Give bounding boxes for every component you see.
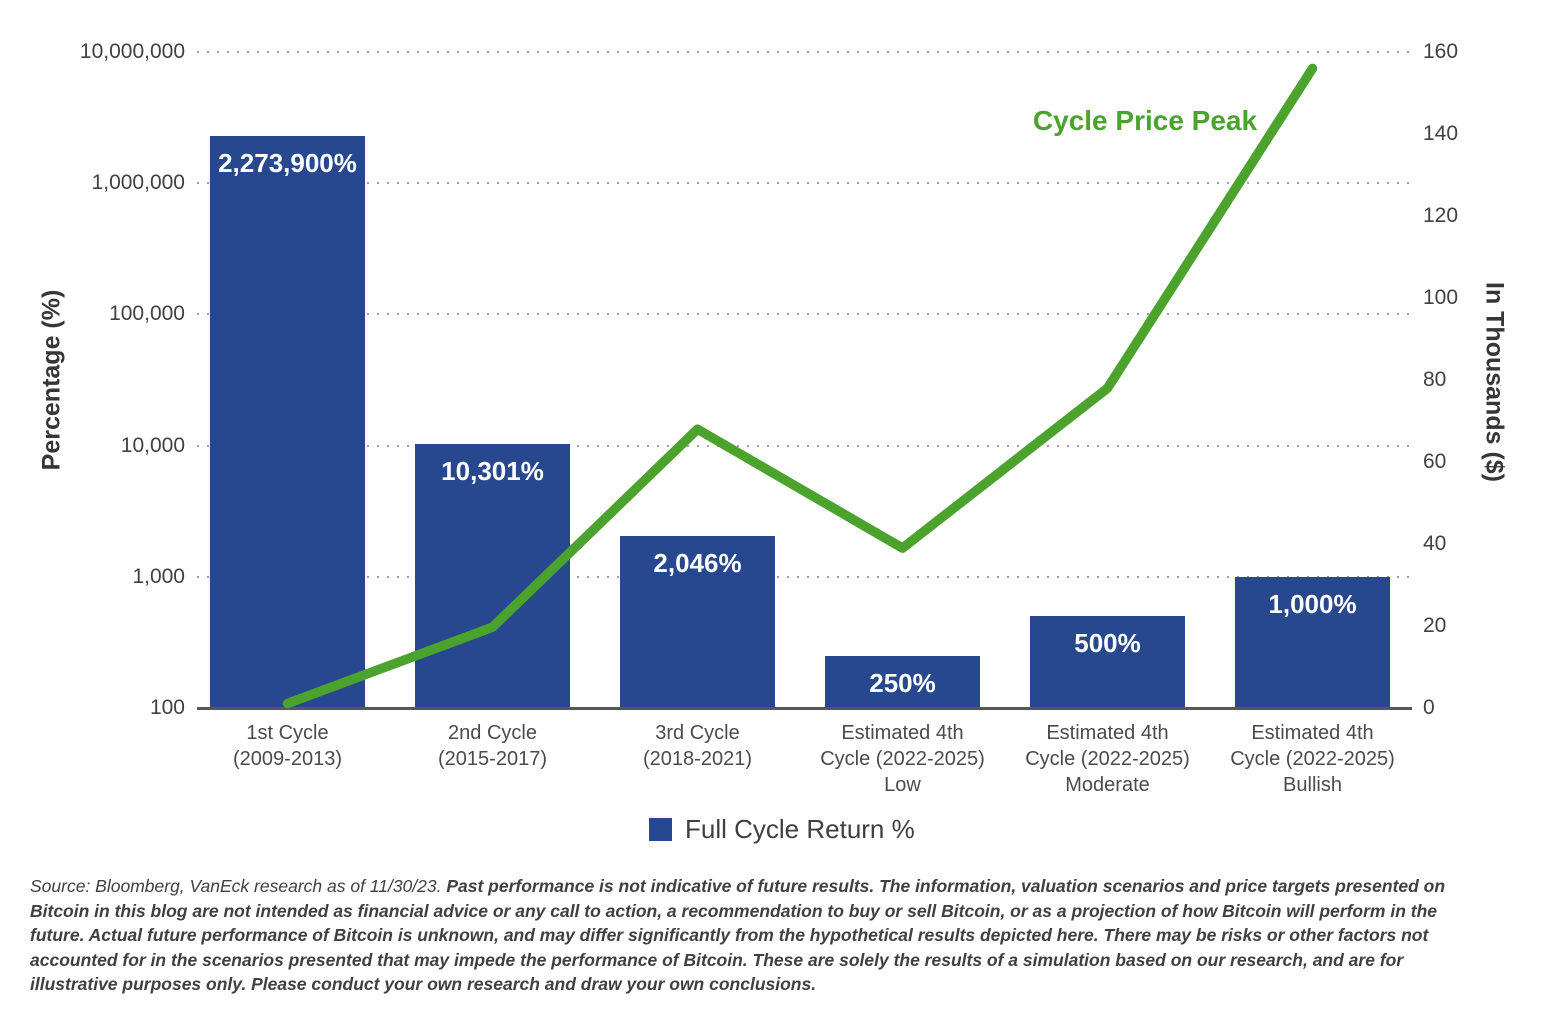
- x-axis-category-label: 3rd Cycle (2018-2021): [563, 720, 833, 772]
- x-axis-category-line: Estimated 4th: [1046, 722, 1169, 744]
- x-axis-category-line: (2009-2013): [233, 748, 342, 770]
- left-axis-tick: 1,000,000: [91, 171, 185, 195]
- x-axis-category-line: 2nd Cycle: [448, 722, 537, 744]
- bar-full-cycle-return: [210, 136, 365, 708]
- right-axis-tick: 100: [1423, 286, 1459, 309]
- right-axis-tick: 140: [1423, 122, 1459, 145]
- bar-full-cycle-return: [1030, 616, 1185, 708]
- right-axis-tick: 160: [1423, 40, 1459, 63]
- x-axis-category-line: (2015-2017): [438, 748, 547, 770]
- bar-full-cycle-return: [825, 655, 980, 708]
- legend: Full Cycle Return %: [649, 814, 915, 845]
- bar-full-cycle-return: [620, 536, 775, 708]
- right-axis-tick: 20: [1423, 614, 1447, 637]
- legend-label: Full Cycle Return %: [685, 814, 915, 844]
- left-axis-tick: 1,000: [132, 564, 185, 588]
- left-axis-tick: 100: [149, 696, 185, 719]
- x-axis-category-label: Estimated 4th Cycle (2022-2025) Moderate: [973, 720, 1243, 798]
- right-axis-tick: 40: [1423, 532, 1447, 555]
- bar-value-label: 2,046%: [653, 548, 742, 578]
- disclaimer-text: Past performance is not indicative of fu…: [30, 876, 1446, 994]
- x-axis-category-line: Cycle (2022-2025): [820, 748, 985, 770]
- left-axis-tick: 10,000: [120, 433, 185, 457]
- x-axis-category-line: 3rd Cycle: [655, 722, 740, 744]
- x-axis-category-line: Bullish: [1283, 774, 1342, 796]
- x-axis-category-label: Estimated 4th Cycle (2022-2025) Low: [768, 720, 1038, 798]
- gridline: [197, 51, 1412, 53]
- x-axis-category-line: 1st Cycle: [246, 722, 329, 744]
- x-axis-category-label: Estimated 4th Cycle (2022-2025) Bullish: [1178, 720, 1448, 798]
- left-axis-tick: 10,000,000: [79, 40, 185, 63]
- gridline: [197, 575, 1412, 578]
- right-axis-tick: 120: [1423, 204, 1459, 227]
- x-axis-category-line: Cycle (2022-2025): [1230, 748, 1395, 770]
- gridline: [197, 182, 1412, 185]
- bar-value-label: 250%: [869, 667, 936, 698]
- legend-swatch-icon: [649, 818, 672, 841]
- bar-value-label: 10,301%: [441, 455, 544, 486]
- left-axis-tick: 100,000: [109, 302, 185, 326]
- x-axis-category-line: Estimated 4th: [841, 722, 964, 744]
- source-text: Source: Bloomberg, VanEck research as of…: [30, 876, 442, 896]
- x-axis-category-line: Moderate: [1065, 774, 1150, 796]
- right-axis-tick: 0: [1423, 696, 1435, 719]
- right-axis-tick: 60: [1423, 450, 1447, 473]
- x-axis-category-label: 1st Cycle (2009-2013): [153, 720, 423, 772]
- x-axis-line: [197, 707, 1412, 710]
- right-axis-tick: 80: [1423, 368, 1447, 391]
- bar-full-cycle-return: [1235, 576, 1390, 708]
- line-series-label: Cycle Price Peak: [1032, 105, 1258, 136]
- x-axis-category-line: Low: [884, 774, 921, 796]
- x-axis-category-line: (2018-2021): [643, 748, 752, 770]
- x-axis-category-line: Estimated 4th: [1251, 722, 1374, 744]
- bar-value-label: 1,000%: [1268, 588, 1357, 619]
- footer-disclaimer: Source: Bloomberg, VanEck research as of…: [30, 874, 1482, 997]
- bar-value-label: 2,273,900%: [218, 148, 357, 179]
- x-axis-category-line: Cycle (2022-2025): [1025, 748, 1190, 770]
- gridline: [197, 444, 1412, 447]
- gridline: [197, 313, 1412, 316]
- bar-value-label: 500%: [1074, 628, 1141, 659]
- x-axis-category-label: 2nd Cycle (2015-2017): [358, 720, 628, 772]
